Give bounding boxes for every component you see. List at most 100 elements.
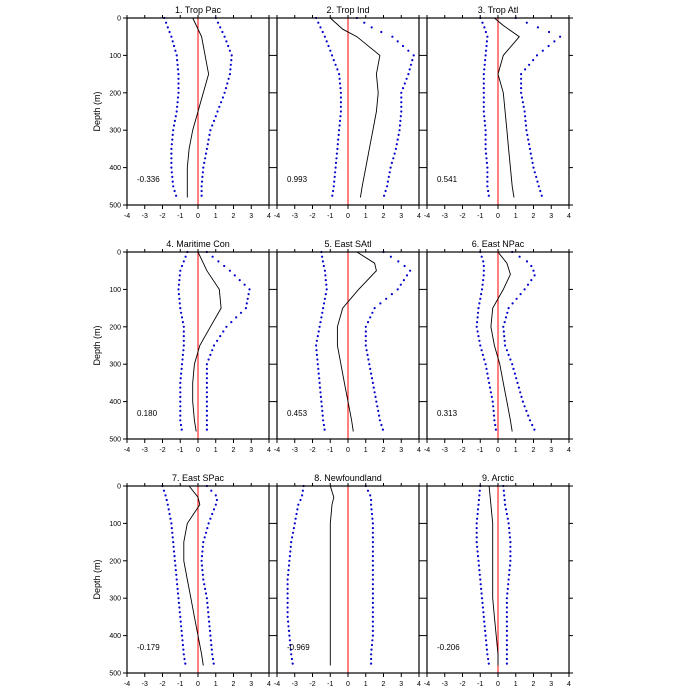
- panel-6-upper-dot: [502, 325, 505, 328]
- panel-2-upper-dot: [411, 59, 414, 62]
- panel-8-lower-dot: [286, 611, 289, 614]
- panel-7-lower-dot: [180, 634, 184, 637]
- panel-6-upper-dot: [523, 405, 526, 408]
- panel-2-lower-dot: [332, 185, 335, 188]
- panel-6-xtick-label: -3: [442, 447, 448, 454]
- panel-6-lower-dot: [484, 363, 487, 366]
- panel-3-upper-dot: [536, 180, 539, 183]
- panel-7-upper-dot: [212, 508, 216, 511]
- panel-9-upper-dot: [505, 662, 508, 665]
- panel-4-upper-dot: [205, 363, 208, 366]
- panel-8-upper-dot: [371, 601, 374, 605]
- panel-1-lower-dot: [177, 91, 180, 94]
- panel-5-upper-dot: [372, 386, 375, 389]
- panel-8-upper-dot: [371, 550, 374, 553]
- panel-8-lower-dot: [287, 620, 290, 623]
- panel-5-lower-dot: [316, 335, 319, 338]
- panel-4-upper-dot: [205, 428, 208, 431]
- panel-8-xtick-label: 0: [346, 681, 350, 688]
- panel-5-xtick-label: 3: [399, 447, 403, 454]
- panel-3-xtick-label: 3: [549, 213, 553, 220]
- panel-9-lower-dot: [480, 592, 483, 595]
- panel-7-ylabel: Depth (m): [92, 559, 102, 599]
- panel-4-lower-dot: [179, 419, 182, 422]
- panel-5-upper-dot: [370, 372, 373, 375]
- panel-8-xtick-label: -1: [327, 681, 333, 688]
- panel-2-lower-dot: [331, 194, 334, 197]
- panel-7-lower-dot: [171, 536, 174, 539]
- panel-9-upper-dot: [505, 653, 508, 656]
- panel-2-lower-dot: [337, 138, 340, 141]
- panel-9-lower-dot: [477, 564, 480, 567]
- panel-5-upper-dot: [373, 391, 376, 394]
- panel-4-upper-dot: [205, 400, 208, 403]
- panel-2-lower-dot: [338, 119, 342, 122]
- panel-3-upper-dot: [528, 147, 532, 150]
- panel-6-lower-dot: [478, 339, 481, 342]
- panel-3-upper-dot: [521, 101, 525, 104]
- panel-3-xtick-label: 0: [496, 213, 500, 220]
- panel-8-xtick-label: 2: [382, 681, 386, 688]
- panel-9-upper-dot: [503, 494, 506, 497]
- panel-4-upper-dot: [205, 414, 208, 417]
- panel-6-annotation: 0.313: [437, 409, 458, 418]
- panel-6-upper-dot: [519, 391, 522, 394]
- panel-2-lower-dot: [325, 40, 328, 43]
- panel-5-upper-dot: [389, 255, 392, 258]
- panel-4-upper-dot: [205, 372, 208, 375]
- panel-2-upper-dot: [400, 91, 403, 94]
- panel-9-xtick-label: -2: [459, 681, 465, 688]
- panel-7-upper-dot: [211, 653, 214, 656]
- panel-4-xtick-label: 2: [232, 447, 236, 454]
- panel-2-upper-dot: [403, 82, 406, 85]
- panel-5-upper-dot: [378, 419, 381, 422]
- panel-6-upper-dot: [523, 288, 526, 291]
- panel-9-lower-dot: [482, 615, 485, 619]
- panel-2-xtick-label: -2: [309, 213, 315, 220]
- panel-3-mean-line: [494, 17, 520, 198]
- panel-4-upper-dot: [219, 335, 222, 338]
- panel-5-title: 5. East SAtl: [324, 239, 371, 249]
- panel-6-upper-dot: [506, 311, 509, 314]
- panel-9-upper-dot: [506, 587, 509, 591]
- panel-2-lower-dot: [338, 124, 341, 127]
- panel-6-lower-dot: [488, 381, 491, 384]
- panel-6-upper-dot: [507, 353, 510, 356]
- panel-5-upper-dot: [367, 358, 370, 361]
- panel-4-upper-dot: [230, 321, 233, 324]
- panel-7-lower-dot: [183, 657, 186, 661]
- panel-4-lower-dot: [177, 293, 180, 296]
- panel-6-upper-dot: [505, 349, 508, 352]
- panel-1-upper-dot: [218, 105, 221, 108]
- panel-4-lower-dot: [179, 395, 182, 398]
- panel-3-lower-dot: [484, 138, 487, 141]
- panel-8-lower-dot: [291, 531, 295, 534]
- panel-3-upper-dot: [524, 119, 527, 122]
- panel-1-annotation: -0.336: [137, 175, 160, 184]
- panel-8-upper-dot: [370, 508, 373, 511]
- panel-8-lower-dot: [295, 512, 298, 516]
- panel-2-lower-dot: [336, 68, 339, 71]
- panel-8-upper-dot: [371, 564, 374, 567]
- panel-8-lower-dot: [296, 508, 299, 511]
- panel-7-upper-dot: [208, 620, 211, 623]
- panel-1-lower-dot: [175, 54, 178, 57]
- panel-1-upper-dot: [201, 171, 204, 174]
- panel-8-upper-dot: [371, 555, 374, 558]
- panel-6-lower-dot: [476, 330, 479, 333]
- panel-4-upper-dot: [216, 339, 219, 342]
- panel-8-upper-dot: [371, 583, 374, 586]
- panel-4-upper-dot: [233, 274, 236, 277]
- panel-4-xtick-label: 0: [196, 447, 200, 454]
- panel-1-upper-dot: [200, 189, 203, 193]
- panel-8-lower-dot: [291, 662, 294, 665]
- panel-1-xtick-label: 2: [232, 213, 236, 220]
- panel-1-upper-dot: [230, 54, 233, 57]
- panel-9-upper-dot: [509, 545, 512, 548]
- panel-1-upper-dot: [214, 115, 217, 118]
- panel-9-upper-dot: [507, 578, 510, 581]
- panel-5-upper-dot: [402, 279, 405, 282]
- panel-3-upper-dot: [529, 152, 532, 155]
- panel-1-lower-dot: [176, 59, 179, 62]
